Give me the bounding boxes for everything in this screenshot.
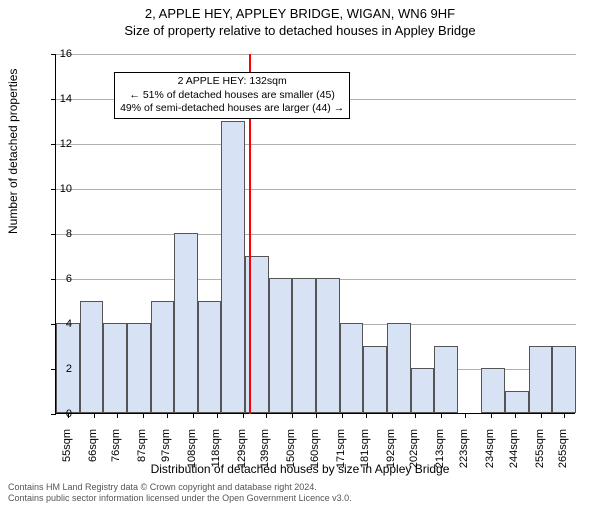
histogram-bar bbox=[151, 301, 175, 414]
annotation-box: 2 APPLE HEY: 132sqm← 51% of detached hou… bbox=[114, 72, 350, 119]
xtick-label: 181sqm bbox=[359, 429, 371, 473]
ytick-label: 8 bbox=[48, 228, 72, 240]
ytick-label: 14 bbox=[48, 93, 72, 105]
histogram-bar bbox=[434, 346, 458, 414]
ytick-label: 2 bbox=[48, 363, 72, 375]
y-axis-label: Number of detached properties bbox=[6, 69, 20, 234]
ytick-label: 12 bbox=[48, 138, 72, 150]
histogram-bar bbox=[221, 121, 245, 414]
xtick-label: 87sqm bbox=[136, 429, 148, 473]
xtick-mark bbox=[541, 413, 542, 418]
xtick-label: 255sqm bbox=[534, 429, 546, 473]
xtick-label: 202sqm bbox=[408, 429, 420, 473]
xtick-mark bbox=[515, 413, 516, 418]
chart-title-sub: Size of property relative to detached ho… bbox=[0, 23, 600, 38]
xtick-mark bbox=[167, 413, 168, 418]
histogram-bar bbox=[292, 278, 316, 413]
xtick-mark bbox=[316, 413, 317, 418]
xtick-label: 192sqm bbox=[385, 429, 397, 473]
ytick-label: 4 bbox=[48, 318, 72, 330]
xtick-label: 171sqm bbox=[335, 429, 347, 473]
xtick-mark bbox=[94, 413, 95, 418]
histogram-bar bbox=[269, 278, 293, 413]
xtick-mark bbox=[143, 413, 144, 418]
xtick-label: 265sqm bbox=[557, 429, 569, 473]
xtick-mark bbox=[465, 413, 466, 418]
footer-attribution: Contains HM Land Registry data © Crown c… bbox=[8, 482, 352, 504]
histogram-bar bbox=[363, 346, 387, 414]
xtick-mark bbox=[564, 413, 565, 418]
xtick-label: 55sqm bbox=[61, 429, 73, 473]
histogram-bar bbox=[80, 301, 104, 414]
xtick-label: 66sqm bbox=[87, 429, 99, 473]
histogram-bar bbox=[340, 323, 364, 413]
histogram-bar bbox=[411, 368, 435, 413]
xtick-mark bbox=[441, 413, 442, 418]
xtick-label: 234sqm bbox=[484, 429, 496, 473]
xtick-label: 139sqm bbox=[259, 429, 271, 473]
xtick-label: 223sqm bbox=[458, 429, 470, 473]
xtick-mark bbox=[366, 413, 367, 418]
xtick-mark bbox=[415, 413, 416, 418]
xtick-label: 160sqm bbox=[309, 429, 321, 473]
xtick-label: 97sqm bbox=[160, 429, 172, 473]
gridline bbox=[56, 54, 576, 55]
xtick-label: 150sqm bbox=[285, 429, 297, 473]
histogram-bar bbox=[552, 346, 576, 414]
footer-line: Contains HM Land Registry data © Crown c… bbox=[8, 482, 352, 493]
histogram-bar bbox=[174, 233, 198, 413]
ytick-label: 6 bbox=[48, 273, 72, 285]
xtick-mark bbox=[342, 413, 343, 418]
xtick-label: 129sqm bbox=[236, 429, 248, 473]
histogram-bar bbox=[316, 278, 340, 413]
xtick-mark bbox=[243, 413, 244, 418]
histogram-bar bbox=[529, 346, 553, 414]
xtick-label: 108sqm bbox=[186, 429, 198, 473]
chart-title-main: 2, APPLE HEY, APPLEY BRIDGE, WIGAN, WN6 … bbox=[0, 6, 600, 21]
ytick-label: 16 bbox=[48, 48, 72, 60]
xtick-label: 213sqm bbox=[434, 429, 446, 473]
footer-line: Contains public sector information licen… bbox=[8, 493, 352, 504]
annotation-line: ← 51% of detached houses are smaller (45… bbox=[120, 89, 344, 103]
gridline bbox=[56, 234, 576, 235]
histogram-bar bbox=[387, 323, 411, 413]
annotation-line: 2 APPLE HEY: 132sqm bbox=[120, 75, 344, 89]
xtick-mark bbox=[392, 413, 393, 418]
xtick-mark bbox=[491, 413, 492, 418]
xtick-mark bbox=[292, 413, 293, 418]
xtick-mark bbox=[193, 413, 194, 418]
xtick-label: 244sqm bbox=[508, 429, 520, 473]
gridline bbox=[56, 144, 576, 145]
xtick-mark bbox=[117, 413, 118, 418]
histogram-bar bbox=[481, 368, 505, 413]
histogram-bar bbox=[505, 391, 529, 414]
histogram-bar bbox=[127, 323, 151, 413]
histogram-bar bbox=[103, 323, 127, 413]
xtick-label: 118sqm bbox=[210, 429, 222, 473]
ytick-label: 10 bbox=[48, 183, 72, 195]
annotation-line: 49% of semi-detached houses are larger (… bbox=[120, 102, 344, 116]
histogram-bar bbox=[198, 301, 222, 414]
xtick-mark bbox=[217, 413, 218, 418]
xtick-label: 76sqm bbox=[110, 429, 122, 473]
ytick-label: 0 bbox=[48, 408, 72, 420]
gridline bbox=[56, 189, 576, 190]
xtick-mark bbox=[266, 413, 267, 418]
